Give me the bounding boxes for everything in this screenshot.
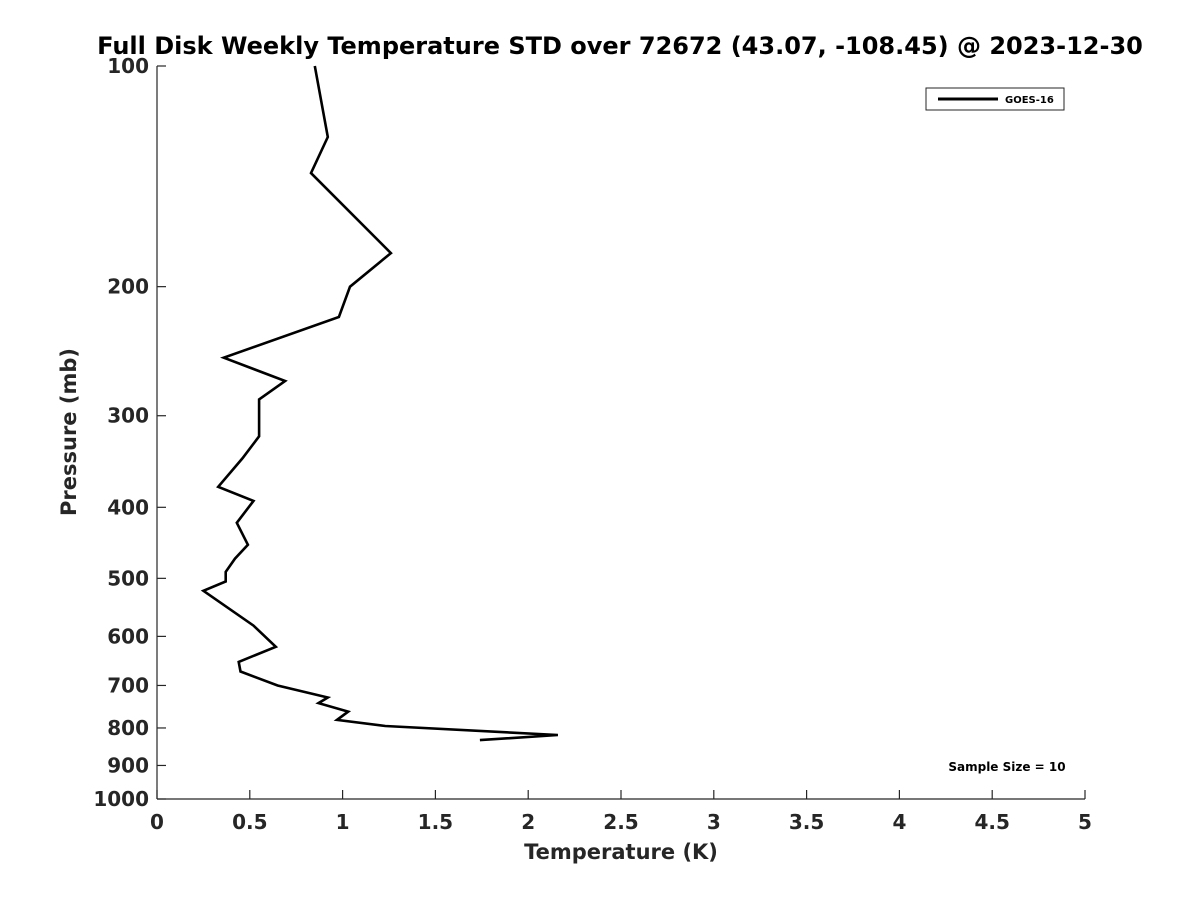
y-axis-ticks: 100 200 300 400 500 600 700 800 900 1000	[93, 54, 166, 811]
x-tick-label: 2	[521, 810, 535, 834]
y-tick-label: 700	[107, 673, 149, 697]
sample-size-annotation: Sample Size = 10	[948, 760, 1065, 774]
chart-title: Full Disk Weekly Temperature STD over 72…	[97, 32, 1143, 60]
y-axis-label: Pressure (mb)	[57, 348, 81, 516]
x-tick-label: 4	[892, 810, 906, 834]
x-tick-label: 0	[150, 810, 164, 834]
y-tick-label: 500	[107, 566, 149, 590]
x-tick-label: 1.5	[418, 810, 453, 834]
x-tick-label: 5	[1078, 810, 1092, 834]
x-axis-ticks: 0 0.5 1 1.5 2 2.5 3 3.5 4 4.5 5	[150, 790, 1092, 834]
x-tick-label: 3.5	[789, 810, 824, 834]
y-tick-label: 200	[107, 275, 149, 299]
series-layer	[200, 65, 558, 742]
y-tick-label: 400	[107, 495, 149, 519]
y-tick-label: 900	[107, 753, 149, 777]
series-line-goes16	[200, 65, 558, 742]
y-tick-label: 1000	[93, 787, 149, 811]
y-tick-label: 100	[107, 54, 149, 78]
x-tick-label: 1	[336, 810, 350, 834]
x-tick-label: 2.5	[603, 810, 638, 834]
x-tick-label: 0.5	[232, 810, 267, 834]
legend: GOES-16	[925, 87, 1065, 111]
y-tick-label: 300	[107, 404, 149, 428]
x-tick-label: 3	[707, 810, 721, 834]
y-tick-label: 800	[107, 716, 149, 740]
legend-label-goes16: GOES-16	[1005, 95, 1054, 106]
x-tick-label: 4.5	[974, 810, 1009, 834]
y-tick-label: 600	[107, 624, 149, 648]
x-axis-label: Temperature (K)	[524, 840, 718, 864]
